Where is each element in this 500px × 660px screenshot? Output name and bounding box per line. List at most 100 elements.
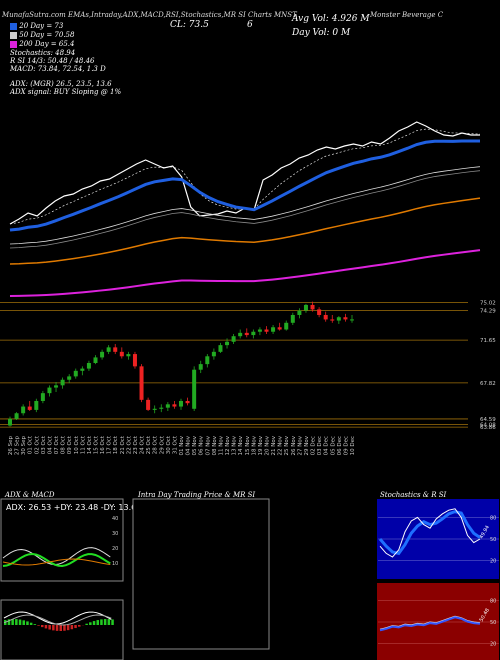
date-tick-label: 10 Oct xyxy=(74,435,80,454)
close-price: CL: 73.5 xyxy=(170,20,209,30)
adx-macd-title: ADX & MACD xyxy=(5,491,55,499)
intraday-panel-frame xyxy=(132,498,270,650)
date-tick-label: 24 Oct xyxy=(140,435,146,454)
avg-volume: Avg Vol: 4.926 M xyxy=(292,14,370,24)
macd-histogram-bar xyxy=(92,621,96,625)
macd-histogram-bar xyxy=(59,625,62,631)
candle-body xyxy=(244,332,249,336)
stochastics-readout: Stochastics: 48.94 xyxy=(10,49,76,57)
adx-signal-readout: ADX signal: BUY Sloping @ 1% xyxy=(10,88,122,96)
candle-body xyxy=(47,387,52,394)
macd-histogram-bar xyxy=(66,625,70,631)
adx-tick-label: 30 xyxy=(112,531,118,537)
date-tick-label: 04 Nov xyxy=(186,435,192,455)
candle-body xyxy=(40,393,45,401)
date-tick-label: 12 Nov xyxy=(225,435,231,455)
macd-histogram-bar xyxy=(107,619,111,625)
date-tick-label: 18 Oct xyxy=(113,435,119,454)
macd-histogram-bar xyxy=(89,622,92,625)
candle-body xyxy=(113,347,118,352)
candle-body xyxy=(159,407,164,409)
candle-body xyxy=(139,366,144,400)
date-tick-label: 11 Oct xyxy=(80,435,86,454)
macd-histogram-bar xyxy=(41,625,44,628)
date-tick-label: 26 Sep xyxy=(8,436,14,456)
stoch-tick-label: 20 xyxy=(490,559,496,565)
stoch-rsi-title: Stochastics & R SI xyxy=(380,491,447,499)
stoch-tick-label: 50 xyxy=(490,537,496,543)
date-tick-label: 11 Nov xyxy=(218,435,224,455)
date-tick-label: 22 Oct xyxy=(126,435,132,454)
macd-histogram-bar xyxy=(85,623,88,625)
candle-body xyxy=(179,400,183,407)
macd-histogram-bar xyxy=(33,624,37,625)
date-tick-label: 02 Oct xyxy=(34,435,40,454)
date-tick-label: 05 Dec xyxy=(330,436,336,455)
candle-body xyxy=(303,304,308,311)
adx-tick-label: 20 xyxy=(112,546,118,552)
date-tick-label: 30 Sep xyxy=(21,436,27,456)
date-tick-label: 05 Nov xyxy=(192,435,198,455)
date-tick-label: 04 Oct xyxy=(47,435,53,454)
date-tick-label: 29 Oct xyxy=(159,435,165,454)
date-tick-label: 16 Oct xyxy=(100,435,106,454)
macd-histogram-bar xyxy=(44,625,48,629)
rsi-readout: R SI 14/3: 50.48 / 48.46 xyxy=(10,57,95,65)
ema200-label: 200 Day = 65.4 xyxy=(19,40,75,48)
candle-body xyxy=(257,329,262,332)
macd-histogram-bar xyxy=(55,625,59,631)
macd-histogram-bar xyxy=(96,620,99,625)
price-level-label: 63.86 xyxy=(480,425,496,431)
candle-body xyxy=(172,404,177,407)
candle-body xyxy=(21,406,26,414)
candle-body xyxy=(14,413,19,419)
price-level-label: 64.59 xyxy=(480,417,496,423)
stoch-tick-label: 80 xyxy=(490,515,496,521)
macd-histogram-bar xyxy=(18,619,22,625)
date-tick-label: 25 Nov xyxy=(284,435,290,455)
adx-readout: ADX: (MGR) 26.5, 23.5, 13.6 xyxy=(10,80,112,88)
date-tick-label: 13 Nov xyxy=(232,435,238,455)
candle-body xyxy=(27,406,32,410)
date-tick-label: 06 Nov xyxy=(199,435,205,455)
adx-panel-frame xyxy=(0,498,124,582)
candle-body xyxy=(86,363,91,369)
date-tick-label: 26 Nov xyxy=(291,435,297,455)
candle-body xyxy=(284,322,289,330)
candle-body xyxy=(323,314,328,320)
ema200-line xyxy=(9,249,481,297)
date-tick-label: 15 Nov xyxy=(245,435,251,455)
macd-histogram-bar xyxy=(11,619,14,625)
candle-body xyxy=(350,319,354,321)
macd-lines xyxy=(3,611,114,631)
adx-tick-label: 10 xyxy=(112,561,118,567)
candle-body xyxy=(310,304,315,310)
date-tick-label: 08 Nov xyxy=(212,435,218,455)
adx-tick-label: 40 xyxy=(112,516,118,522)
date-tick-label: 27 Sep xyxy=(15,436,21,456)
candle-body xyxy=(60,379,65,386)
macd-histogram-bar xyxy=(48,625,51,630)
ema50-legend: 50 Day = 70.58 xyxy=(10,31,74,39)
price-level-label: 67.82 xyxy=(480,381,496,387)
ema200-swatch xyxy=(10,40,17,48)
date-tick-label: 17 Oct xyxy=(107,435,113,454)
date-tick-label: 03 Oct xyxy=(41,435,47,454)
date-tick-label: 30 Oct xyxy=(166,435,172,454)
candle-body xyxy=(218,345,223,352)
macd-histogram-bar xyxy=(29,622,33,625)
rsi-panel xyxy=(377,583,499,660)
candle-body xyxy=(54,385,59,388)
macd-histogram-bar xyxy=(7,619,11,625)
date-tick-label: 22 Nov xyxy=(278,435,284,455)
candle-body xyxy=(205,356,210,365)
candle-body xyxy=(100,351,105,358)
candle-body xyxy=(73,370,78,377)
candle-body xyxy=(330,319,335,321)
plus-di-line xyxy=(2,553,111,567)
date-tick-label: 14 Nov xyxy=(238,435,244,455)
candle-body xyxy=(238,332,243,337)
macd-histogram-bar xyxy=(22,620,25,625)
